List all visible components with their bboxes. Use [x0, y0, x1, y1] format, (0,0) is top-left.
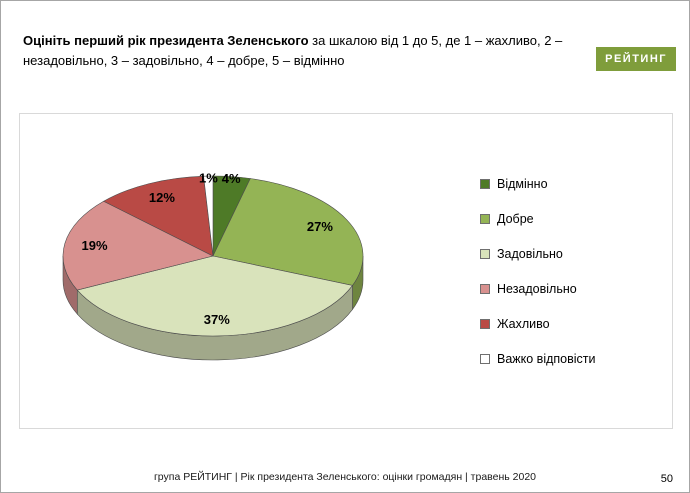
legend-item: Незадовільно [480, 282, 596, 296]
legend-label: Відмінно [497, 176, 548, 191]
legend-item: Відмінно [480, 177, 596, 191]
chart-legend: Відмінно Добре Задовільно Незадовільно Жахли… [466, 114, 596, 428]
legend-item: Добре [480, 212, 596, 226]
page-title: Оцініть перший рік президента Зеленськог… [23, 31, 578, 70]
chart-area: 4% 27% 37% 19% 12% 1% Відмінно Добре Задовільно… [19, 113, 673, 429]
rating-logo: РЕЙТИНГ [596, 47, 676, 71]
pie-label: 37% [204, 312, 230, 327]
pie-label: 1% [199, 170, 218, 185]
legend-swatch [480, 248, 490, 259]
pie-slice [62, 200, 214, 291]
footer-source: група РЕЙТИНГ | Рік президента Зеленсько… [153, 471, 537, 483]
pie-slice [203, 175, 214, 257]
pie-label: 12% [149, 190, 175, 205]
legend-item: Важко відповісти [480, 352, 596, 366]
pie-label: 19% [81, 238, 107, 253]
pie-label: 27% [307, 219, 333, 234]
pie-chart: 4% 27% 37% 19% 12% 1% [20, 114, 466, 428]
legend-label: Задовільно [497, 246, 563, 261]
legend-swatch [480, 213, 490, 224]
pie-svg: 4% 27% 37% 19% 12% 1% [62, 170, 364, 361]
legend-swatch [480, 318, 490, 329]
page-title-question: Оцініть перший рік президента Зеленськог… [23, 33, 309, 48]
legend-item: Задовільно [480, 247, 596, 261]
page-title-scale: за шкалою від 1 до 5, де 1 – жахливо, 2 … [23, 33, 563, 68]
legend-label: Добре [497, 211, 534, 226]
page-number: 50 [660, 473, 673, 485]
pie-label: 4% [222, 171, 241, 186]
pie-slice [103, 175, 214, 257]
legend-swatch [480, 178, 490, 189]
legend-item: Жахливо [480, 317, 596, 331]
legend-label: Важко відповісти [497, 351, 596, 366]
pie-slice [212, 178, 364, 286]
legend-swatch [480, 353, 490, 364]
legend-label: Жахливо [497, 316, 550, 331]
pie-slice [76, 255, 353, 337]
legend-label: Незадовільно [497, 281, 577, 296]
legend-swatch [480, 283, 490, 294]
